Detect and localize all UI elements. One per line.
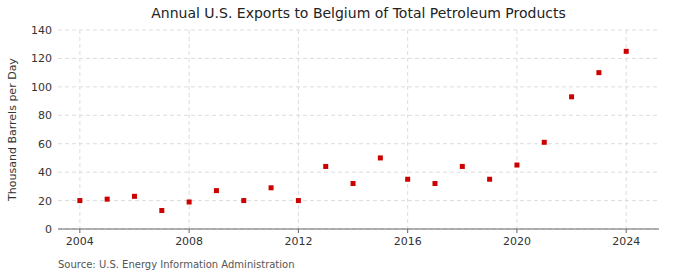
point bbox=[405, 177, 410, 182]
axes: 2004 2008 2012 2016 2020 2024 0 20 40 60 80 100 120 1… bbox=[31, 24, 640, 248]
y-grid-line bbox=[58, 115, 659, 116]
point bbox=[296, 198, 301, 203]
y-grid-line bbox=[58, 86, 659, 87]
x-tick bbox=[298, 229, 299, 233]
points bbox=[77, 49, 628, 213]
grid bbox=[58, 30, 659, 229]
x-tick-label: 2012 bbox=[284, 235, 312, 248]
point bbox=[487, 177, 492, 182]
x-tick-label: 2024 bbox=[612, 235, 640, 248]
y-tick-label: 20 bbox=[38, 195, 52, 208]
point bbox=[105, 197, 110, 202]
point bbox=[378, 155, 383, 160]
point bbox=[542, 140, 547, 145]
x-tick bbox=[189, 229, 190, 233]
x-tick bbox=[516, 229, 517, 233]
point bbox=[241, 198, 246, 203]
y-tick-label: 0 bbox=[45, 223, 52, 236]
point bbox=[77, 198, 82, 203]
x-tick bbox=[407, 229, 408, 233]
y-tick-label: 60 bbox=[38, 138, 52, 151]
y-grid-line bbox=[58, 200, 659, 201]
x-tick-label: 2016 bbox=[394, 235, 422, 248]
y-tick-label: 100 bbox=[31, 81, 52, 94]
x-tick-label: 2020 bbox=[503, 235, 531, 248]
y-grid-line bbox=[58, 172, 659, 173]
x-grid-line bbox=[407, 30, 408, 229]
y-tick-label: 80 bbox=[38, 109, 52, 122]
point bbox=[187, 199, 192, 204]
point bbox=[432, 181, 437, 186]
y-grid-line bbox=[58, 229, 659, 230]
point bbox=[323, 164, 328, 169]
y-grid-line bbox=[58, 58, 659, 59]
x-grid-line bbox=[189, 30, 190, 229]
x-grid-line bbox=[626, 30, 627, 229]
x-tick bbox=[626, 229, 627, 233]
point bbox=[624, 49, 629, 54]
y-axis-label: Thousand Barrels per Day bbox=[6, 58, 19, 202]
y-tick-label: 40 bbox=[38, 166, 52, 179]
point bbox=[569, 94, 574, 99]
point bbox=[269, 185, 274, 190]
x-axis-line bbox=[58, 229, 659, 230]
x-tick-label: 2004 bbox=[66, 235, 94, 248]
point bbox=[159, 208, 164, 213]
chart-svg: 2004 2008 2012 2016 2020 2024 0 20 40 60 80 100 120 1… bbox=[0, 0, 675, 275]
x-tick-label: 2008 bbox=[175, 235, 203, 248]
y-grid-line bbox=[58, 30, 659, 31]
point bbox=[132, 194, 137, 199]
point bbox=[351, 181, 356, 186]
y-grid-line bbox=[58, 143, 659, 144]
point bbox=[596, 70, 601, 75]
x-tick bbox=[79, 229, 80, 233]
y-tick-label: 120 bbox=[31, 52, 52, 65]
x-grid-line bbox=[516, 30, 517, 229]
title: Annual U.S. Exports to Belgium of Total … bbox=[151, 5, 566, 21]
chart-container: 2004 2008 2012 2016 2020 2024 0 20 40 60 80 100 120 1… bbox=[0, 0, 675, 275]
y-tick-label: 140 bbox=[31, 24, 52, 37]
point bbox=[214, 188, 219, 193]
point bbox=[514, 163, 519, 168]
source-note: Source: U.S. Energy Information Administ… bbox=[58, 259, 295, 270]
point bbox=[460, 164, 465, 169]
